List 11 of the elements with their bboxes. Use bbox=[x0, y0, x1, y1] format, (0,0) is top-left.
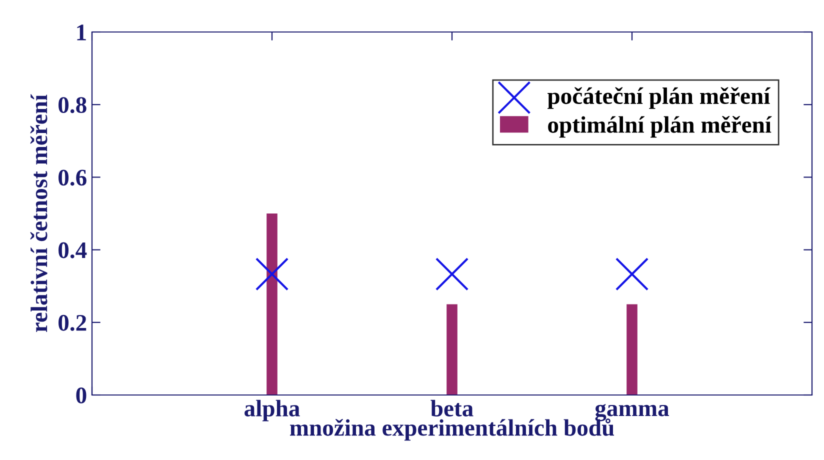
legend-label: optimální plán měření bbox=[548, 116, 772, 138]
legend-label: počáteční plán měření bbox=[548, 87, 770, 109]
y-tick-label: 0.4 bbox=[58, 242, 87, 258]
x-tick-label: beta bbox=[430, 400, 474, 416]
y-tick-label: 0.2 bbox=[58, 314, 86, 331]
y-tick-label: 1 bbox=[77, 24, 86, 40]
y-tick-label: 0.8 bbox=[58, 97, 86, 114]
y-axis-title: relativní četnost měření bbox=[30, 94, 48, 332]
y-tick-label: 0.6 bbox=[58, 170, 86, 186]
y-tick-label: 0 bbox=[76, 387, 86, 404]
x-tick-label: alpha bbox=[244, 400, 300, 422]
